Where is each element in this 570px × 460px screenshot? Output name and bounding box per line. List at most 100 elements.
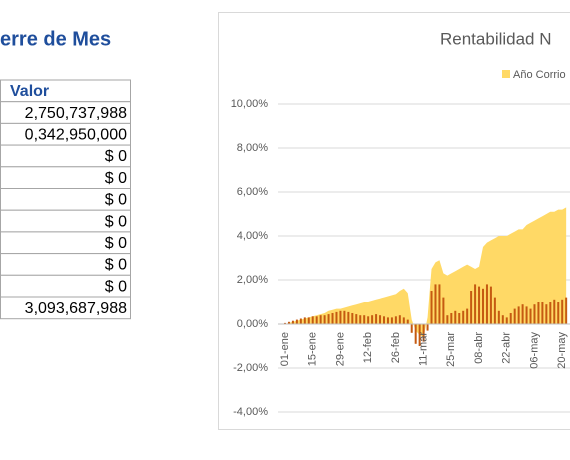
bar [398,315,401,324]
bar [418,324,421,346]
y-tick-label: 2,00% [237,274,268,286]
bar [367,316,370,324]
bar [533,304,536,324]
x-tick-label: 22-abr [501,332,513,364]
bar [303,317,306,324]
bar [529,308,532,324]
bar [335,311,338,324]
bar [422,324,425,342]
bar [557,302,560,324]
x-tick-label: 06-may [528,332,540,369]
chart-frame [218,12,570,430]
bar [363,315,366,324]
bar [323,315,326,324]
table-value: 2,750,737,988 [25,105,127,122]
bar [343,310,346,324]
bar [521,304,524,324]
bar [525,306,528,324]
bar [319,315,322,324]
bar [442,297,445,324]
bar [379,315,382,324]
bar [402,317,405,324]
table-value: $ 0 [105,213,127,230]
bar [339,310,342,324]
bar [493,297,496,324]
bar [446,315,449,324]
x-tick-label: 12-feb [362,332,374,363]
bar [549,302,552,324]
bar [478,286,481,324]
bar [497,310,500,324]
x-tick-label: 01-ene [279,332,291,366]
table-value: $ 0 [105,257,127,274]
table-value: $ 0 [105,148,127,165]
y-tick-label: 8,00% [237,142,268,154]
bar [470,291,473,324]
bar [466,308,469,324]
y-tick-label: 0,00% [237,318,268,330]
bar [434,284,437,324]
bar [295,319,298,324]
bar [410,324,413,333]
y-tick-label: 10,00% [231,98,269,110]
bar [291,320,294,324]
bar [426,324,429,331]
bar [485,284,488,324]
x-tick-label: 11-mar [418,332,430,366]
bar [299,318,302,324]
bar [462,310,465,324]
bar [517,306,520,324]
table-value: $ 0 [105,278,127,295]
bar [351,313,354,324]
bar [474,284,477,324]
table-title: erre de Mes [0,28,111,50]
bar [394,316,397,324]
x-tick-label: 15-ene [307,332,319,366]
bar [458,313,461,324]
x-tick-label: 25-mar [445,332,457,367]
table-value: $ 0 [105,192,127,209]
bar [414,324,417,344]
table-value: 0,342,950,000 [25,126,127,143]
table-header: Valor [10,83,49,100]
bar [331,313,334,324]
bar [454,310,457,324]
bar [565,297,568,324]
bar [315,316,318,324]
bar [327,314,330,324]
table-value: 3,093,687,988 [25,300,127,317]
bar [489,286,492,324]
x-tick-label: 08-abr [473,332,485,364]
bar [537,302,540,324]
table-cell [0,296,131,320]
bar [284,322,286,324]
x-tick-label: 20-may [556,332,568,369]
bar [287,321,290,324]
bar [430,291,433,324]
bar [501,315,504,324]
bar [406,319,409,324]
y-tick-label: -4,00% [233,406,268,418]
bar [513,308,516,324]
bar [383,316,385,324]
bar [371,315,374,324]
bar [545,304,548,324]
table-value: $ 0 [105,170,127,187]
bar [553,299,556,324]
bar [505,317,508,324]
y-tick-label: -2,00% [233,362,268,374]
bar [311,316,314,324]
bar [355,314,358,324]
bar [438,284,441,324]
bar [307,317,310,324]
bar [509,313,512,324]
legend-swatch [502,70,510,78]
chart-title: Rentabilidad N [440,29,552,48]
bar [561,299,564,324]
bar [347,311,350,324]
bar [541,302,544,324]
bar [482,288,484,324]
bar [359,315,362,324]
